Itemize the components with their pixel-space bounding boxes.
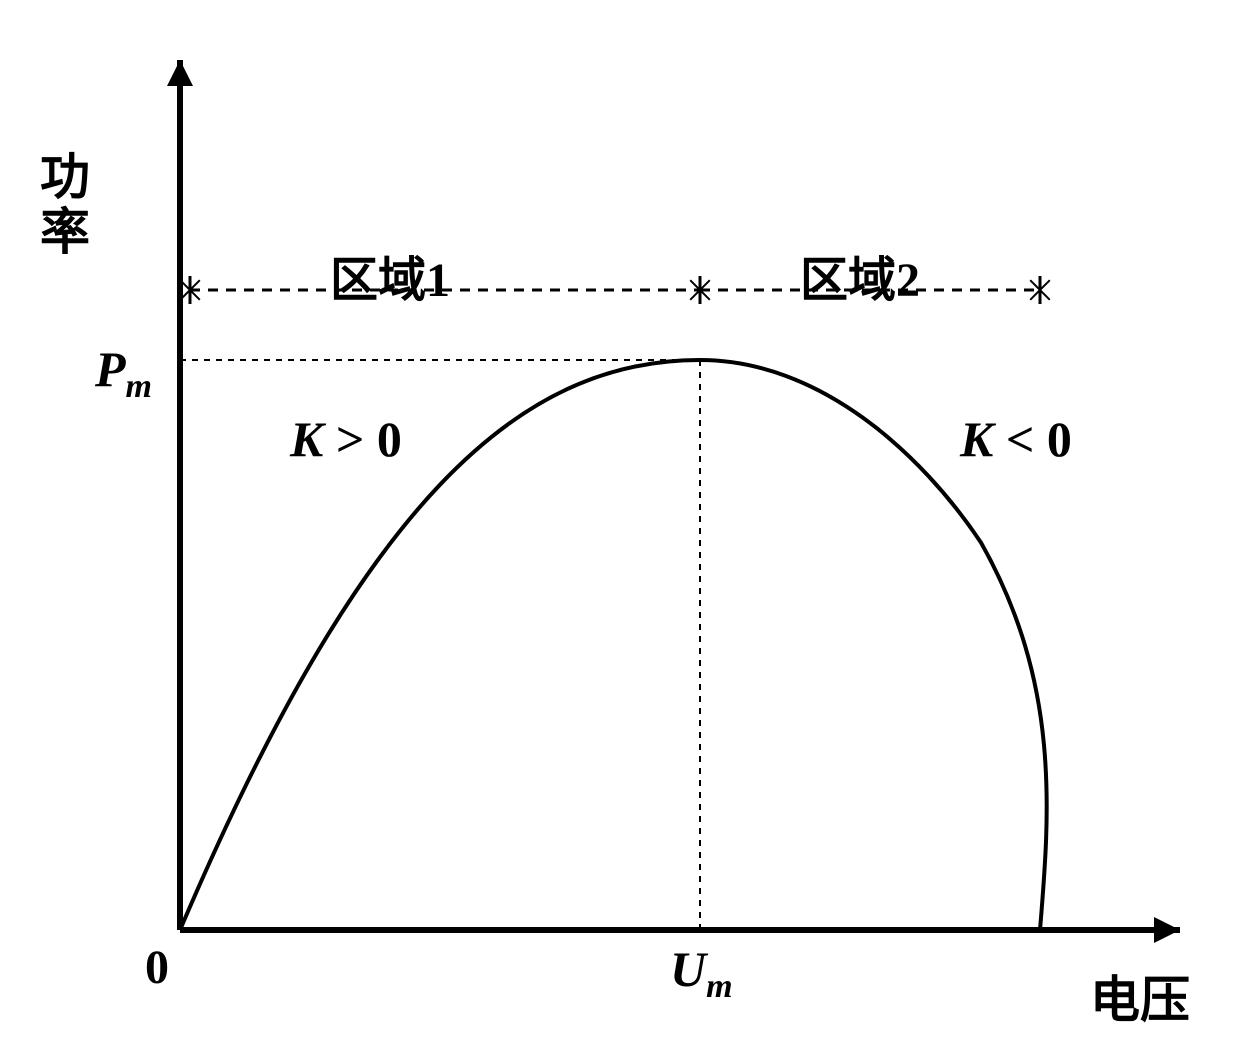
x-axis-arrow <box>1154 917 1180 943</box>
pm-sub: m <box>126 368 152 405</box>
um-sub: m <box>706 968 732 1005</box>
k-pos-k: K <box>290 411 323 467</box>
k-neg-k: K <box>960 411 993 467</box>
um-main: U <box>670 941 706 997</box>
y-axis-label-char1: 功 <box>40 150 90 205</box>
um-label: Um <box>670 940 733 1006</box>
y-axis-arrow <box>167 60 193 86</box>
region2-label: 区域2 <box>800 240 920 310</box>
origin-label: 0 <box>145 940 169 995</box>
pm-label: Pm <box>95 340 152 406</box>
k-pos-rest: > 0 <box>336 411 402 467</box>
y-axis-label: 功 率 <box>40 150 90 260</box>
k-negative-label: K < 0 <box>960 410 1072 468</box>
k-neg-rest: < 0 <box>1006 411 1072 467</box>
y-axis-label-char2: 率 <box>40 205 90 260</box>
x-axis-label: 电压 <box>1090 960 1190 1032</box>
pm-main: P <box>95 341 126 397</box>
region1-label: 区域1 <box>330 240 450 310</box>
chart-svg <box>0 0 1240 1050</box>
k-positive-label: K > 0 <box>290 410 402 468</box>
pv-curve-chart: 功 率 电压 0 Pm Um 区域1 区域2 K > 0 K < 0 <box>0 0 1240 1050</box>
